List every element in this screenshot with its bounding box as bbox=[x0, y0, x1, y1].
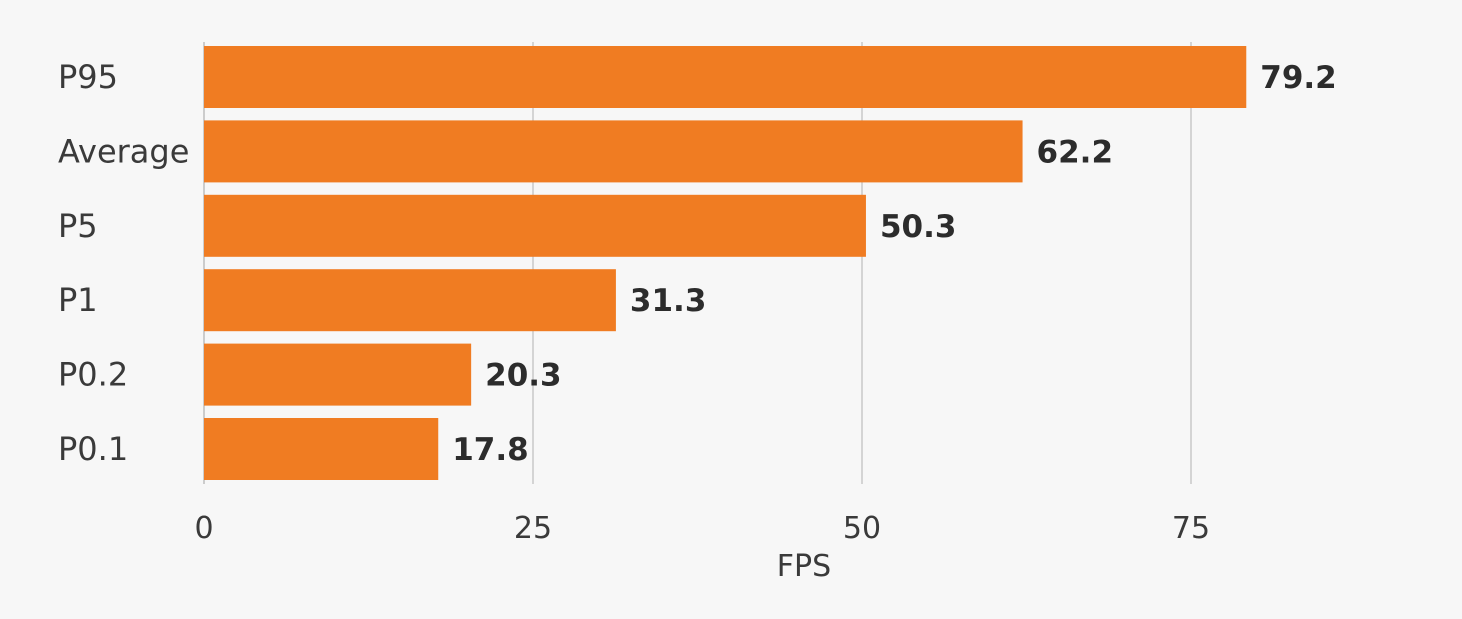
bar-p0-1 bbox=[204, 418, 439, 480]
bars bbox=[204, 46, 1247, 480]
x-tick-label: 25 bbox=[514, 511, 552, 546]
x-tick-label: 75 bbox=[1172, 511, 1210, 546]
bar-p1 bbox=[204, 269, 616, 332]
bar-average bbox=[204, 120, 1023, 183]
category-label: P0.2 bbox=[58, 356, 128, 394]
value-label: 31.3 bbox=[630, 283, 707, 319]
value-labels: 79.2 62.2 50.3 31.3 20.3 17.8 bbox=[452, 60, 1337, 468]
category-label: P1 bbox=[58, 281, 98, 319]
value-label: 20.3 bbox=[485, 358, 562, 394]
x-tick-labels: 0 25 50 75 bbox=[194, 511, 1210, 546]
value-label: 79.2 bbox=[1260, 60, 1337, 96]
category-label: P5 bbox=[58, 207, 98, 245]
value-label: 62.2 bbox=[1037, 134, 1114, 170]
category-label: P95 bbox=[58, 58, 118, 96]
x-tick-label: 0 bbox=[194, 511, 213, 546]
gridlines bbox=[203, 42, 1192, 484]
category-label: Average bbox=[58, 132, 189, 170]
bar-p95 bbox=[204, 46, 1247, 108]
value-label: 17.8 bbox=[452, 432, 529, 468]
category-labels: P95 Average P5 P1 P0.2 P0.1 bbox=[58, 58, 189, 468]
x-axis-title: FPS bbox=[777, 549, 831, 584]
value-label: 50.3 bbox=[880, 209, 957, 245]
bar-p5 bbox=[204, 194, 866, 257]
category-label: P0.1 bbox=[58, 430, 128, 468]
x-tick-label: 50 bbox=[843, 511, 881, 546]
bar-p0-2 bbox=[204, 343, 472, 406]
